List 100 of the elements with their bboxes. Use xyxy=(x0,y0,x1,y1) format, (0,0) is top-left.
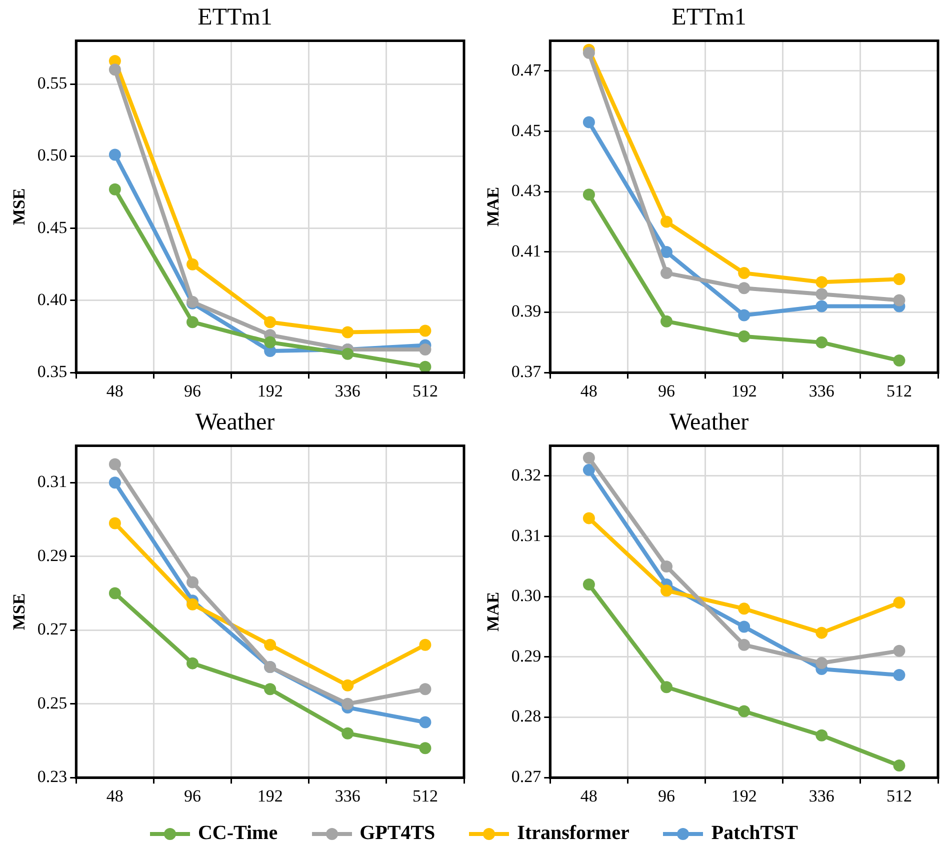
y-axis-title: MSE xyxy=(10,188,29,226)
y-tick-label: 0.27 xyxy=(37,620,68,639)
point xyxy=(186,598,199,610)
y-tick-label: 0.30 xyxy=(511,586,542,606)
point xyxy=(264,638,276,651)
y-tick-label: 0.29 xyxy=(37,546,68,565)
legend-label: PatchTST xyxy=(711,822,798,845)
point xyxy=(660,216,673,228)
x-tick-label: 512 xyxy=(886,381,912,400)
point xyxy=(738,309,750,322)
point xyxy=(816,300,828,312)
x-tick-label: 512 xyxy=(412,381,438,400)
point xyxy=(893,596,906,609)
y-axis-title: MSE xyxy=(10,593,29,630)
point xyxy=(816,626,828,639)
point xyxy=(264,316,276,328)
y-tick-label: 0.31 xyxy=(511,526,542,545)
point xyxy=(342,727,354,740)
point xyxy=(738,602,750,615)
x-tick-label: 336 xyxy=(334,381,360,400)
point xyxy=(108,64,121,76)
x-tick-label: 96 xyxy=(658,786,676,806)
y-tick-label: 0.40 xyxy=(37,290,68,309)
x-tick-label: 336 xyxy=(808,381,834,400)
chart-title: Weather xyxy=(669,410,749,436)
point xyxy=(108,458,121,470)
y-tick-label: 0.27 xyxy=(511,767,542,786)
point xyxy=(738,620,750,633)
point xyxy=(660,560,673,572)
point xyxy=(582,188,595,201)
y-tick-label: 0.47 xyxy=(511,60,542,80)
chart-title: Weather xyxy=(195,410,275,436)
x-tick-label: 96 xyxy=(184,786,202,806)
point xyxy=(738,267,750,280)
point xyxy=(342,679,354,692)
point xyxy=(816,288,828,300)
point xyxy=(264,683,276,696)
point xyxy=(186,576,199,588)
x-tick-label: 512 xyxy=(412,786,438,806)
point xyxy=(816,276,828,288)
x-tick-label: 48 xyxy=(106,381,124,400)
point xyxy=(582,116,595,128)
legend-label: GPT4TS xyxy=(360,822,436,845)
point xyxy=(738,330,750,342)
y-tick-label: 0.35 xyxy=(37,362,68,382)
x-tick-label: 96 xyxy=(658,381,676,400)
point xyxy=(660,267,673,280)
x-tick-label: 48 xyxy=(580,381,598,400)
point xyxy=(342,698,354,710)
point xyxy=(108,476,121,489)
point xyxy=(738,282,750,294)
x-tick-label: 48 xyxy=(106,786,124,806)
point xyxy=(108,517,121,530)
y-tick-label: 0.50 xyxy=(37,146,68,165)
legend-label: Itransformer xyxy=(517,822,630,845)
point xyxy=(419,638,432,651)
y-tick-label: 0.37 xyxy=(511,362,542,382)
point xyxy=(342,326,354,338)
x-tick-label: 48 xyxy=(580,786,598,806)
point xyxy=(186,657,199,670)
point xyxy=(893,273,906,286)
point xyxy=(893,644,906,657)
y-tick-label: 0.39 xyxy=(511,302,542,321)
point xyxy=(660,246,673,258)
y-tick-label: 0.55 xyxy=(37,74,68,93)
y-axis-title: MAE xyxy=(484,592,503,632)
y-tick-label: 0.45 xyxy=(511,120,542,140)
point xyxy=(582,46,595,59)
x-tick-label: 336 xyxy=(808,786,834,806)
y-tick-label: 0.41 xyxy=(511,241,542,260)
point xyxy=(342,348,354,360)
y-tick-label: 0.45 xyxy=(37,218,68,237)
point xyxy=(419,360,432,373)
point xyxy=(108,587,121,600)
point xyxy=(660,584,673,597)
y-axis-title: MAE xyxy=(484,186,503,227)
point xyxy=(816,656,828,669)
point xyxy=(186,258,199,270)
y-tick-label: 0.31 xyxy=(37,472,68,492)
legend-label: CC-Time xyxy=(198,822,278,845)
point xyxy=(264,336,276,348)
point xyxy=(893,760,906,772)
x-tick-label: 192 xyxy=(731,381,757,400)
x-tick-label: 192 xyxy=(257,381,283,400)
point xyxy=(582,512,595,524)
point xyxy=(186,316,199,328)
y-tick-label: 0.29 xyxy=(511,646,542,666)
point xyxy=(108,183,121,196)
point xyxy=(582,578,595,591)
y-tick-label: 0.43 xyxy=(511,181,542,200)
x-tick-label: 192 xyxy=(257,786,283,806)
chart-title: ETTm1 xyxy=(672,4,746,31)
y-tick-label: 0.23 xyxy=(37,767,68,786)
y-tick-label: 0.25 xyxy=(37,693,68,712)
x-tick-label: 96 xyxy=(184,381,202,400)
point xyxy=(816,729,828,742)
chart-title: ETTm1 xyxy=(198,4,272,31)
point xyxy=(816,336,828,348)
point xyxy=(419,742,432,754)
point xyxy=(660,315,673,328)
